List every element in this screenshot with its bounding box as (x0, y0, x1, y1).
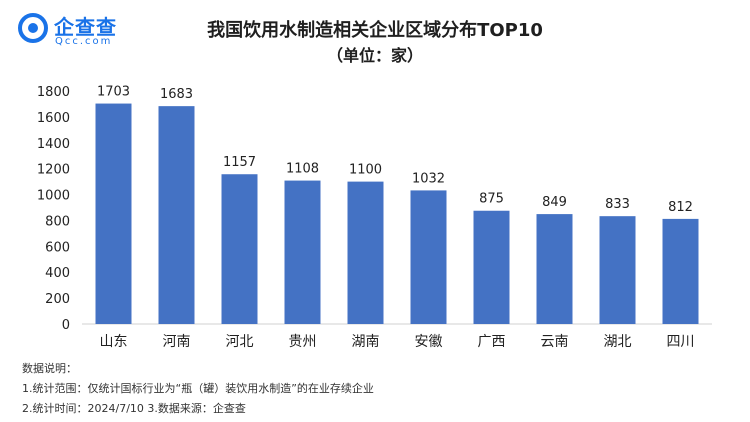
footnote-scope: 1.统计范围：仅统计国标行业为“瓶（罐）装饮用水制造”的在业存续企业 (22, 382, 374, 395)
data-label: 1703 (97, 85, 130, 100)
data-label: 833 (605, 197, 630, 212)
brand-domain: Qcc.com (55, 36, 113, 47)
x-tick-label: 河南 (163, 334, 191, 350)
x-tick-label: 河北 (226, 334, 254, 350)
bar (221, 174, 258, 324)
data-label: 1032 (412, 171, 445, 186)
bar (410, 190, 447, 324)
bar (599, 216, 636, 324)
qcc-logo-icon (18, 13, 48, 43)
x-tick-label: 湖南 (352, 334, 380, 350)
footnote-heading: 数据说明： (22, 362, 77, 375)
bar (473, 210, 510, 324)
data-label: 1100 (349, 163, 382, 178)
data-label: 812 (668, 200, 693, 215)
y-tick-label: 1600 (37, 111, 70, 126)
chart-title: 我国饮用水制造相关企业区域分布TOP10 (207, 20, 543, 41)
data-label: 849 (542, 195, 567, 210)
data-label: 1683 (160, 87, 193, 102)
y-tick-label: 800 (45, 214, 70, 229)
data-label: 1108 (286, 162, 319, 177)
bar (158, 106, 195, 325)
brand-logo: 企查查 Qcc.com (18, 9, 138, 49)
bar (662, 218, 699, 324)
x-tick-label: 四川 (667, 334, 695, 350)
y-tick-label: 1800 (37, 85, 70, 100)
y-tick-label: 200 (45, 292, 70, 307)
y-tick-label: 0 (62, 318, 70, 333)
data-label: 875 (479, 192, 504, 207)
bar (284, 180, 321, 324)
y-tick-label: 400 (45, 266, 70, 281)
x-tick-label: 广西 (478, 334, 506, 350)
x-tick-label: 湖北 (604, 334, 632, 350)
y-tick-label: 1400 (37, 137, 70, 152)
y-tick-label: 1200 (37, 163, 70, 178)
data-label: 1157 (223, 155, 256, 170)
x-tick-label: 山东 (100, 334, 128, 350)
footnote-time-source: 2.统计时间：2024/7/10 3.数据来源：企查查 (22, 402, 246, 415)
chart-subtitle: （单位：家） (326, 46, 423, 65)
x-tick-label: 贵州 (289, 334, 317, 350)
x-tick-label: 安徽 (415, 334, 443, 350)
x-tick-label: 云南 (541, 334, 569, 350)
brand-name: 企查查 (54, 15, 117, 39)
y-tick-label: 1000 (37, 189, 70, 204)
y-tick-label: 600 (45, 240, 70, 255)
bar (347, 181, 384, 324)
bar (536, 214, 573, 324)
footnotes: 数据说明： 1.统计范围：仅统计国标行业为“瓶（罐）装饮用水制造”的在业存续企业… (22, 359, 374, 419)
bar (95, 103, 132, 324)
